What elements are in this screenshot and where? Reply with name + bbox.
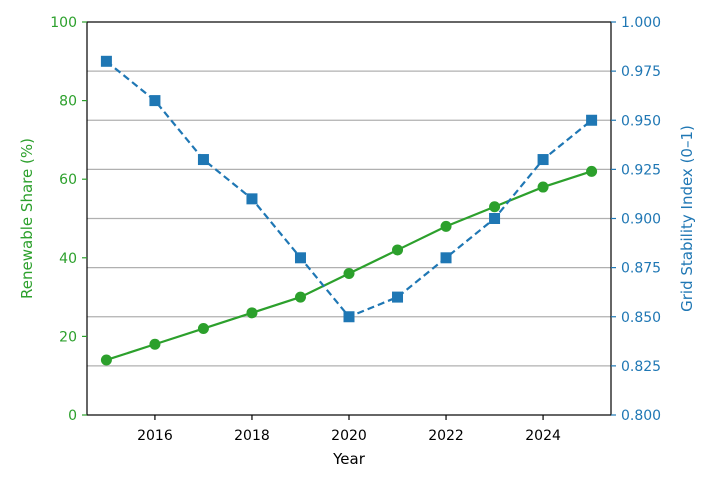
- data-point-renewable-share: [537, 181, 549, 193]
- right-y-tick-label: 0.925: [621, 162, 661, 178]
- right-y-axis-label: Grid Stability Index (0–1): [678, 125, 696, 312]
- x-tick-label: 2016: [137, 428, 173, 444]
- data-point-grid-stability: [392, 291, 404, 303]
- right-y-tick-label: 0.825: [621, 359, 661, 375]
- data-point-grid-stability: [537, 154, 549, 166]
- data-point-renewable-share: [440, 220, 452, 232]
- data-point-renewable-share: [392, 244, 404, 256]
- left-y-tick-label: 100: [50, 15, 77, 31]
- x-tick-label: 2022: [428, 428, 464, 444]
- series-layer: [100, 55, 598, 366]
- right-y-tick-label: 0.975: [621, 64, 661, 80]
- x-tick-label: 2020: [331, 428, 367, 444]
- left-y-tick-label: 80: [59, 94, 77, 110]
- left-y-tick-label: 20: [59, 329, 77, 345]
- data-point-renewable-share: [343, 268, 355, 280]
- data-point-renewable-share: [489, 201, 501, 213]
- data-point-grid-stability: [294, 252, 306, 264]
- data-point-grid-stability: [586, 114, 598, 126]
- grid-lines: [87, 70, 611, 367]
- data-point-grid-stability: [246, 193, 258, 205]
- data-point-grid-stability: [197, 154, 209, 166]
- right-y-tick-label: 0.850: [621, 310, 661, 326]
- data-point-grid-stability: [440, 252, 452, 264]
- right-y-tick-label: 1.000: [621, 15, 661, 31]
- data-point-renewable-share: [100, 354, 112, 366]
- left-y-tick-label: 40: [59, 251, 77, 267]
- x-tick-label: 2024: [525, 428, 561, 444]
- data-point-renewable-share: [149, 338, 161, 350]
- x-axis-label: Year: [332, 450, 366, 468]
- data-point-grid-stability: [100, 55, 112, 67]
- data-point-grid-stability: [343, 311, 355, 323]
- right-y-tick-label: 0.950: [621, 113, 661, 129]
- ticks: 2016 2018 2020 2022 2024 0 20 40 60 80 100 0.800 0.8…: [50, 15, 661, 444]
- right-y-tick-label: 0.800: [621, 408, 661, 424]
- data-point-grid-stability: [149, 95, 161, 107]
- left-y-tick-label: 60: [59, 172, 77, 188]
- left-y-axis-label: Renewable Share (%): [18, 138, 36, 299]
- right-y-tick-label: 0.875: [621, 261, 661, 277]
- x-tick-label: 2018: [234, 428, 270, 444]
- data-point-renewable-share: [246, 307, 258, 319]
- data-point-grid-stability: [489, 213, 501, 224]
- series-line-renewable-share: [106, 170, 592, 362]
- data-point-renewable-share: [294, 291, 306, 303]
- data-point-renewable-share: [197, 323, 209, 335]
- left-y-tick-label: 0: [68, 408, 77, 424]
- data-point-renewable-share: [586, 165, 598, 177]
- right-y-tick-label: 0.900: [621, 212, 661, 228]
